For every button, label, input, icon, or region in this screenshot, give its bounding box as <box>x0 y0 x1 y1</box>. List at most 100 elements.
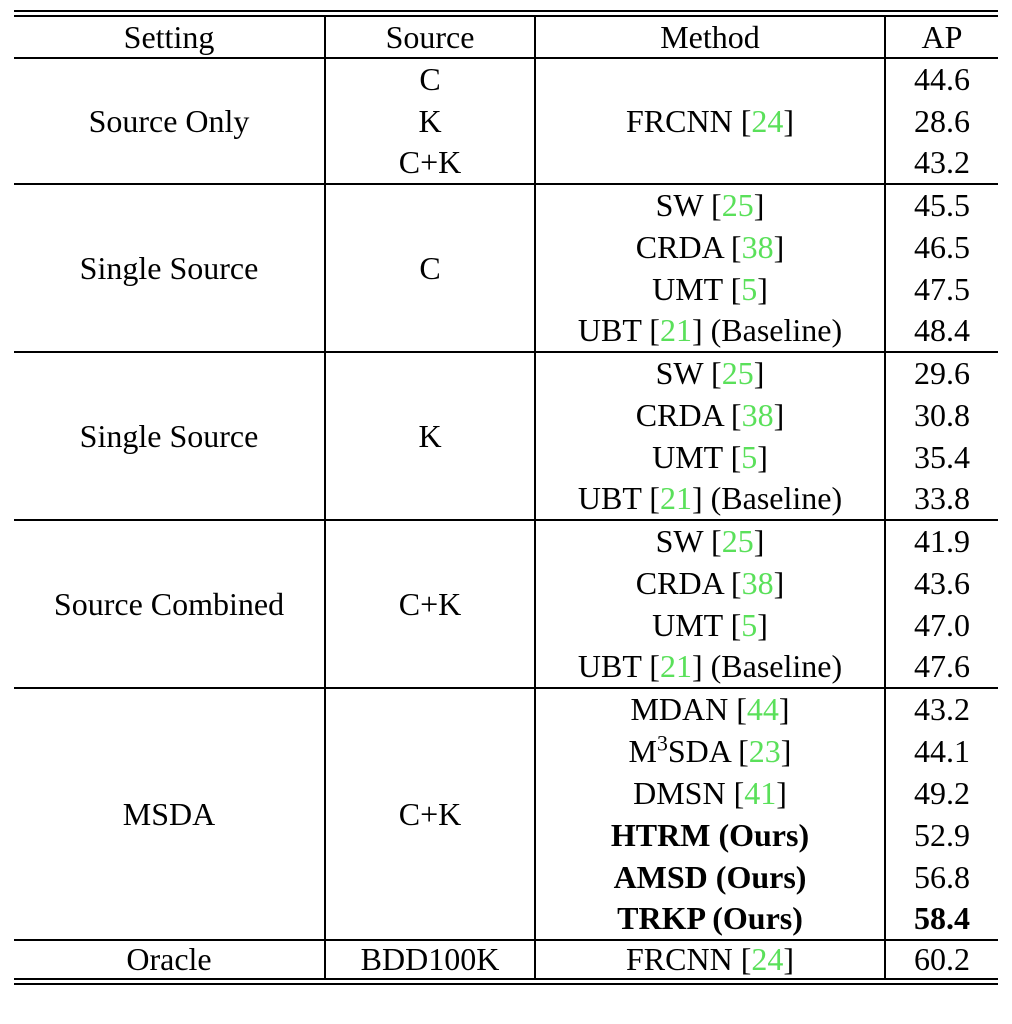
cell-method: AMSD (Ours) <box>535 855 886 898</box>
cell-ap: 43.2 <box>885 686 998 730</box>
cell-ap: 58.4 <box>914 900 970 936</box>
cell-method: SW [25] <box>535 350 886 394</box>
header-method: Method <box>535 10 886 59</box>
cell-ap: 47.0 <box>914 606 970 643</box>
citation-ref: 25 <box>721 355 754 391</box>
superscript: 3 <box>657 730 668 755</box>
cell-method: UMT [5] <box>535 435 886 478</box>
method-text-segment: UBT [ <box>577 312 660 348</box>
method-text-segment: SDA [ <box>667 732 749 769</box>
cell-ap: 48.4 <box>914 312 970 348</box>
cell-ap: 44.1 <box>914 732 970 769</box>
table-row: CRDA [38] 43.6 <box>14 561 998 604</box>
header-setting: Setting <box>14 10 326 59</box>
citation-ref: 5 <box>741 438 758 475</box>
cell-ap: 49.2 <box>914 774 970 811</box>
table-row: UBT [21] (Baseline) 33.8 <box>14 477 998 520</box>
table-row: UBT [21] (Baseline) 47.6 <box>14 645 998 688</box>
table-row: Source Only C FRCNN [24] 44.6 <box>14 56 998 184</box>
cell-method: UMT [5] <box>535 267 886 310</box>
cell-source: C <box>325 182 536 352</box>
citation-ref: 38 <box>741 396 774 433</box>
method-text-segment: TRKP (Ours) <box>617 900 803 936</box>
cell-ap: 46.5 <box>914 228 970 265</box>
cell-ap: 33.8 <box>914 480 970 516</box>
cell-setting: Oracle <box>14 938 326 985</box>
citation-ref: 38 <box>741 228 774 265</box>
table-row: UMT [5] 35.4 <box>14 435 998 478</box>
method-text-segment: M <box>628 732 657 769</box>
cell-source: C <box>325 56 536 100</box>
cell-source: BDD100K <box>325 938 536 985</box>
method-text-segment: FRCNN [ <box>625 102 752 139</box>
cell-ap: 44.6 <box>885 56 998 100</box>
cell-ap: 30.8 <box>914 396 970 433</box>
cell-method: CRDA [38] <box>535 393 886 436</box>
method-text-segment: ] <box>753 355 765 391</box>
cell-ap: 52.9 <box>914 816 970 853</box>
table-row: CRDA [38] 46.5 <box>14 225 998 268</box>
table-row: UMT [5] 47.0 <box>14 603 998 646</box>
method-text-segment: DMSN [ <box>633 774 745 811</box>
method-text-segment: ] <box>778 691 790 727</box>
method-text-segment: SW [ <box>655 187 722 223</box>
cell-method: UBT [21] (Baseline) <box>535 645 886 688</box>
table-row: M3SDA [23] 44.1 <box>14 729 998 772</box>
cell-source: C+K <box>325 141 536 184</box>
cell-ap: 43.2 <box>914 144 970 180</box>
citation-ref: 5 <box>741 270 758 307</box>
cell-ap: 56.8 <box>914 858 970 895</box>
method-text-segment: ] <box>757 438 768 475</box>
method-text-segment: CRDA [ <box>635 396 742 433</box>
method-text-segment: ] <box>773 228 785 265</box>
cell-method: HTRM (Ours) <box>535 813 886 856</box>
table-row: K 28.6 <box>14 99 998 142</box>
citation-ref: 25 <box>721 523 754 559</box>
cell-ap: 47.5 <box>914 270 970 307</box>
method-text-segment: CRDA [ <box>635 564 742 601</box>
benchmark-results-table: Setting Source Method AP Source Only C F… <box>14 10 998 985</box>
citation-ref: 21 <box>659 648 692 684</box>
method-text-segment: UBT [ <box>577 480 660 516</box>
cell-ap: 29.6 <box>885 350 998 394</box>
table-row: HTRM (Ours) 52.9 <box>14 813 998 856</box>
cell-source: C+K <box>325 686 536 940</box>
method-text-segment: ] <box>757 270 768 307</box>
method-text-segment: ] (Baseline) <box>691 480 843 516</box>
method-text-segment: ] <box>773 564 785 601</box>
table-row: Oracle BDD100K FRCNN [24] 60.2 <box>14 938 998 985</box>
cell-method: MDAN [44] <box>535 686 886 730</box>
method-text-segment: HTRM (Ours) <box>610 816 810 853</box>
method-text-segment: MDAN [ <box>630 691 747 727</box>
cell-method: FRCNN [24] <box>535 938 886 985</box>
table-row: MSDA C+K MDAN [44] 43.2 <box>14 686 998 940</box>
cell-method: UBT [21] (Baseline) <box>535 477 886 520</box>
citation-ref: 41 <box>744 774 777 811</box>
method-text-segment: ] <box>757 606 768 643</box>
cell-source: K <box>325 350 536 520</box>
method-text-segment: SW [ <box>655 355 722 391</box>
cell-ap: 60.2 <box>885 938 998 985</box>
citation-ref: 25 <box>721 187 754 223</box>
method-text-segment: ] (Baseline) <box>691 312 843 348</box>
table-row: UMT [5] 47.5 <box>14 267 998 310</box>
method-text-segment: SW [ <box>655 523 722 559</box>
cell-method: SW [25] <box>535 182 886 226</box>
header-ap: AP <box>885 10 998 59</box>
citation-ref: 5 <box>741 606 758 643</box>
cell-source: C+K <box>325 518 536 688</box>
method-text-segment: UBT [ <box>577 648 660 684</box>
cell-method: FRCNN [24] <box>535 56 886 184</box>
method-text-segment: UMT [ <box>652 606 742 643</box>
table-row: TRKP (Ours) 58.4 <box>14 897 998 940</box>
cell-ap: 35.4 <box>914 438 970 475</box>
header-source: Source <box>325 10 536 59</box>
method-text-segment: FRCNN [ <box>625 941 752 978</box>
cell-setting: MSDA <box>14 686 326 940</box>
citation-ref: 38 <box>741 564 774 601</box>
cell-ap: 43.6 <box>914 564 970 601</box>
cell-ap: 28.6 <box>914 102 970 139</box>
method-text-segment: ] <box>780 732 792 769</box>
citation-ref: 23 <box>748 732 781 769</box>
